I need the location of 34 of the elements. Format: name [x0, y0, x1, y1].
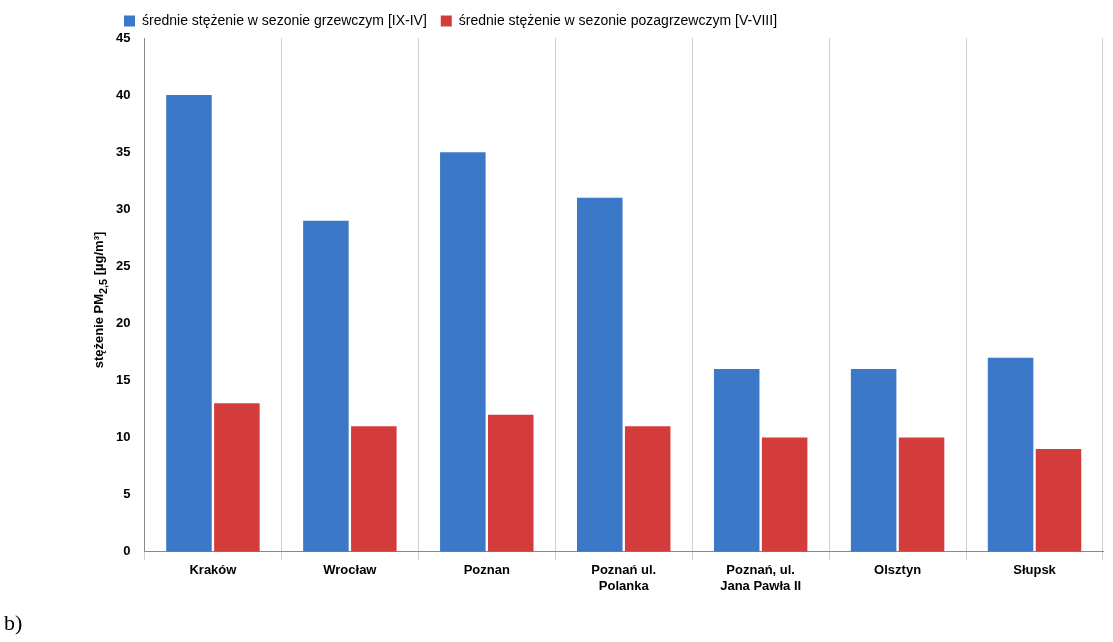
- x-tick-label: Słupsk: [1013, 562, 1057, 578]
- bar: [303, 220, 349, 552]
- bar: [850, 369, 897, 552]
- bar: [713, 369, 760, 552]
- text: b): [4, 610, 23, 636]
- y-tick-label: 10: [115, 429, 131, 445]
- y-tick-label: 45: [115, 29, 131, 45]
- bar: [166, 95, 212, 552]
- bar: [351, 426, 397, 552]
- x-tick-label: Poznan: [463, 562, 510, 578]
- y-tick-label: 25: [115, 257, 131, 273]
- bar: [1035, 449, 1082, 552]
- x-tick-label: Poznań ul. Polanka: [591, 562, 657, 593]
- bar: [440, 152, 486, 552]
- y-tick-label: 15: [115, 372, 131, 388]
- bar: [487, 414, 534, 552]
- legend-label: średnie stężenie w sezonie pozagrzewczym [V-VIII]: [458, 11, 778, 28]
- legend-label: średnie stężenie w sezonie grzewczym [IX-IV]: [142, 11, 427, 28]
- bar: [577, 197, 623, 552]
- y-tick-label: 35: [115, 143, 131, 159]
- y-tick-label: 0: [123, 543, 131, 559]
- bar: [987, 357, 1034, 552]
- y-tick-label: 40: [115, 86, 131, 102]
- x-tick-label: Poznań, ul. Jana Pawła II: [720, 562, 802, 593]
- x-tick-label: Olsztyn: [874, 562, 922, 578]
- y-tick-label: 5: [123, 486, 131, 502]
- bar: [214, 403, 260, 552]
- bar: [624, 426, 671, 552]
- x-tick-label: Wrocław: [323, 562, 378, 578]
- bar: [898, 437, 945, 552]
- bar: [761, 437, 808, 552]
- y-tick-label: 30: [115, 200, 131, 216]
- y-tick-label: 20: [115, 315, 131, 331]
- x-tick-label: Kraków: [189, 562, 238, 578]
